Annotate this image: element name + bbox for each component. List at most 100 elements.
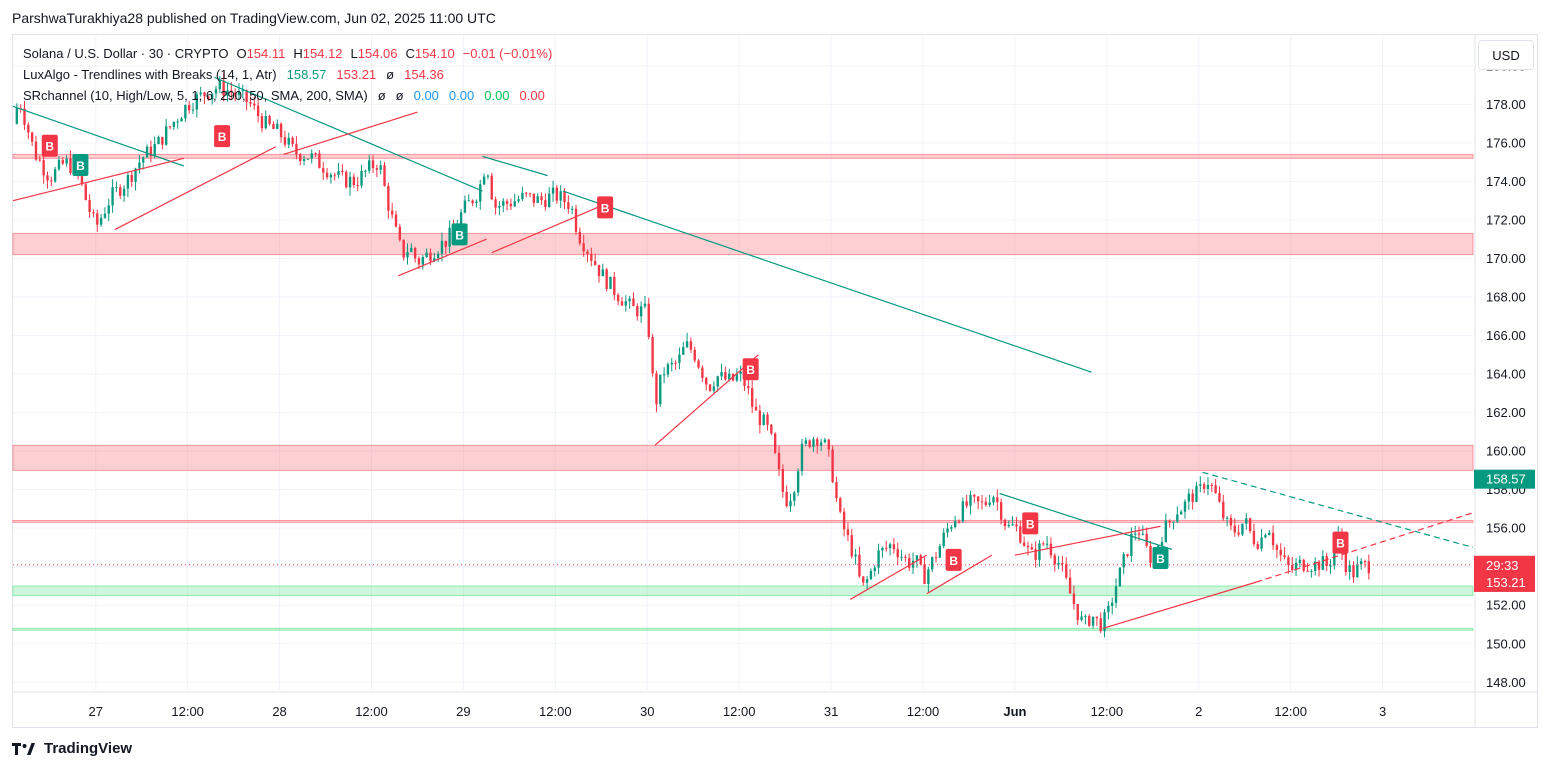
candle-body bbox=[1149, 545, 1152, 564]
candle-body bbox=[1225, 517, 1229, 519]
candle-body bbox=[1003, 519, 1007, 527]
trend-lines bbox=[12, 76, 1474, 629]
x-tick-label: 28 bbox=[272, 704, 286, 719]
candle-body bbox=[1007, 525, 1010, 527]
legend-indicator1-name[interactable]: LuxAlgo - Trendlines with Breaks (14, 1,… bbox=[23, 67, 277, 82]
candle-body bbox=[509, 203, 513, 207]
legend-l-label: L bbox=[350, 46, 358, 61]
candle-body bbox=[1045, 543, 1049, 545]
candle-body bbox=[1206, 484, 1210, 489]
candle-body bbox=[678, 354, 681, 363]
candle-body bbox=[1030, 547, 1033, 550]
chart-frame[interactable] bbox=[12, 34, 1538, 728]
break-label: B bbox=[41, 134, 58, 157]
legend-indicator2-name[interactable]: SRchannel (10, High/Low, 5, 1, 6, 290, 5… bbox=[23, 88, 368, 103]
grid bbox=[13, 35, 1538, 728]
candle-body bbox=[976, 496, 980, 502]
candle-body bbox=[548, 193, 551, 208]
candle-body bbox=[1126, 554, 1129, 557]
legend-ind2-symbol1: ø bbox=[377, 88, 386, 103]
currency-button[interactable]: USD bbox=[1478, 40, 1534, 70]
sr-zone bbox=[12, 585, 1474, 597]
candle-body bbox=[1291, 565, 1294, 570]
x-tick-label: 3 bbox=[1379, 704, 1386, 719]
candle-body bbox=[1325, 556, 1328, 566]
legend-indicator1-row[interactable]: LuxAlgo - Trendlines with Breaks (14, 1,… bbox=[23, 67, 450, 82]
candle-body bbox=[773, 433, 777, 453]
candle-body bbox=[260, 116, 264, 129]
candle-body bbox=[126, 174, 130, 189]
candle-body bbox=[1015, 524, 1018, 527]
candle-body bbox=[187, 105, 191, 111]
candle-body bbox=[1237, 532, 1240, 535]
candle-body bbox=[1179, 511, 1183, 515]
candle-body bbox=[1222, 501, 1225, 519]
candle-body bbox=[1317, 561, 1321, 570]
candle-body bbox=[931, 557, 934, 570]
candle-body bbox=[544, 200, 547, 208]
break-label: B bbox=[451, 223, 468, 246]
legend-ind2-value1: 0.00 bbox=[413, 88, 439, 103]
candle-body bbox=[1252, 531, 1256, 545]
candle-body bbox=[969, 494, 972, 506]
x-tick-label: 12:00 bbox=[907, 704, 940, 719]
candle-body bbox=[877, 550, 880, 568]
candle-body bbox=[230, 90, 233, 93]
candle-body bbox=[276, 123, 279, 129]
x-tick-label: 12:00 bbox=[1091, 704, 1124, 719]
candle-body bbox=[842, 511, 846, 530]
candle-body bbox=[479, 184, 482, 202]
legend-symbol[interactable]: Solana / U.S. Dollar · 30 · CRYPTO bbox=[23, 46, 229, 61]
candle-body bbox=[858, 554, 861, 577]
candle-body bbox=[590, 253, 593, 261]
candle-body bbox=[854, 554, 857, 557]
candle-body bbox=[785, 491, 788, 507]
candle-body bbox=[762, 414, 765, 425]
sr-zone bbox=[12, 519, 1474, 523]
candle-body bbox=[1363, 561, 1367, 563]
candle-body bbox=[1088, 616, 1091, 626]
candle-body bbox=[191, 109, 195, 111]
candle-body bbox=[287, 137, 290, 145]
candle-body bbox=[946, 528, 949, 533]
y-tick-label: 148.00 bbox=[1486, 675, 1526, 690]
candle-body bbox=[417, 258, 421, 265]
candle-body bbox=[214, 89, 218, 94]
legend-symbol-row[interactable]: Solana / U.S. Dollar · 30 · CRYPTO O154.1… bbox=[23, 46, 558, 61]
candle-body bbox=[245, 90, 248, 103]
candle-body bbox=[639, 306, 643, 317]
candle-body bbox=[862, 576, 865, 583]
candle-body bbox=[904, 556, 907, 558]
y-tick-label: 160.00 bbox=[1486, 444, 1526, 459]
candle-body bbox=[264, 116, 267, 129]
tradingview-logo[interactable]: TradingView bbox=[12, 740, 132, 757]
sr-zones bbox=[12, 153, 1474, 631]
break-label-text: B bbox=[76, 159, 85, 173]
break-label-box bbox=[945, 548, 962, 571]
candle-body bbox=[1111, 602, 1114, 606]
candle-body bbox=[1279, 549, 1282, 556]
candle-body bbox=[770, 424, 773, 434]
candle-body bbox=[352, 176, 356, 186]
candle-body bbox=[804, 440, 807, 444]
candle-body bbox=[1168, 520, 1171, 523]
x-tick-label: 30 bbox=[640, 704, 654, 719]
candle-body bbox=[402, 239, 405, 258]
candle-body bbox=[203, 92, 206, 97]
candle-body bbox=[620, 301, 624, 306]
candle-body bbox=[122, 188, 126, 196]
candle-body bbox=[682, 347, 685, 355]
candle-body bbox=[578, 231, 582, 244]
candle-body bbox=[283, 137, 287, 145]
candle-body bbox=[973, 494, 976, 497]
candle-body bbox=[662, 374, 666, 376]
candle-body bbox=[467, 200, 470, 202]
candle-body bbox=[92, 212, 95, 214]
candle-body bbox=[1359, 561, 1363, 565]
candle-body bbox=[310, 153, 313, 159]
candle-body bbox=[84, 184, 87, 200]
legend-indicator2-row[interactable]: SRchannel (10, High/Low, 5, 1, 6, 290, 5… bbox=[23, 88, 551, 103]
x-tick-label: 27 bbox=[88, 704, 102, 719]
y-tick-label: 162.00 bbox=[1486, 405, 1526, 420]
